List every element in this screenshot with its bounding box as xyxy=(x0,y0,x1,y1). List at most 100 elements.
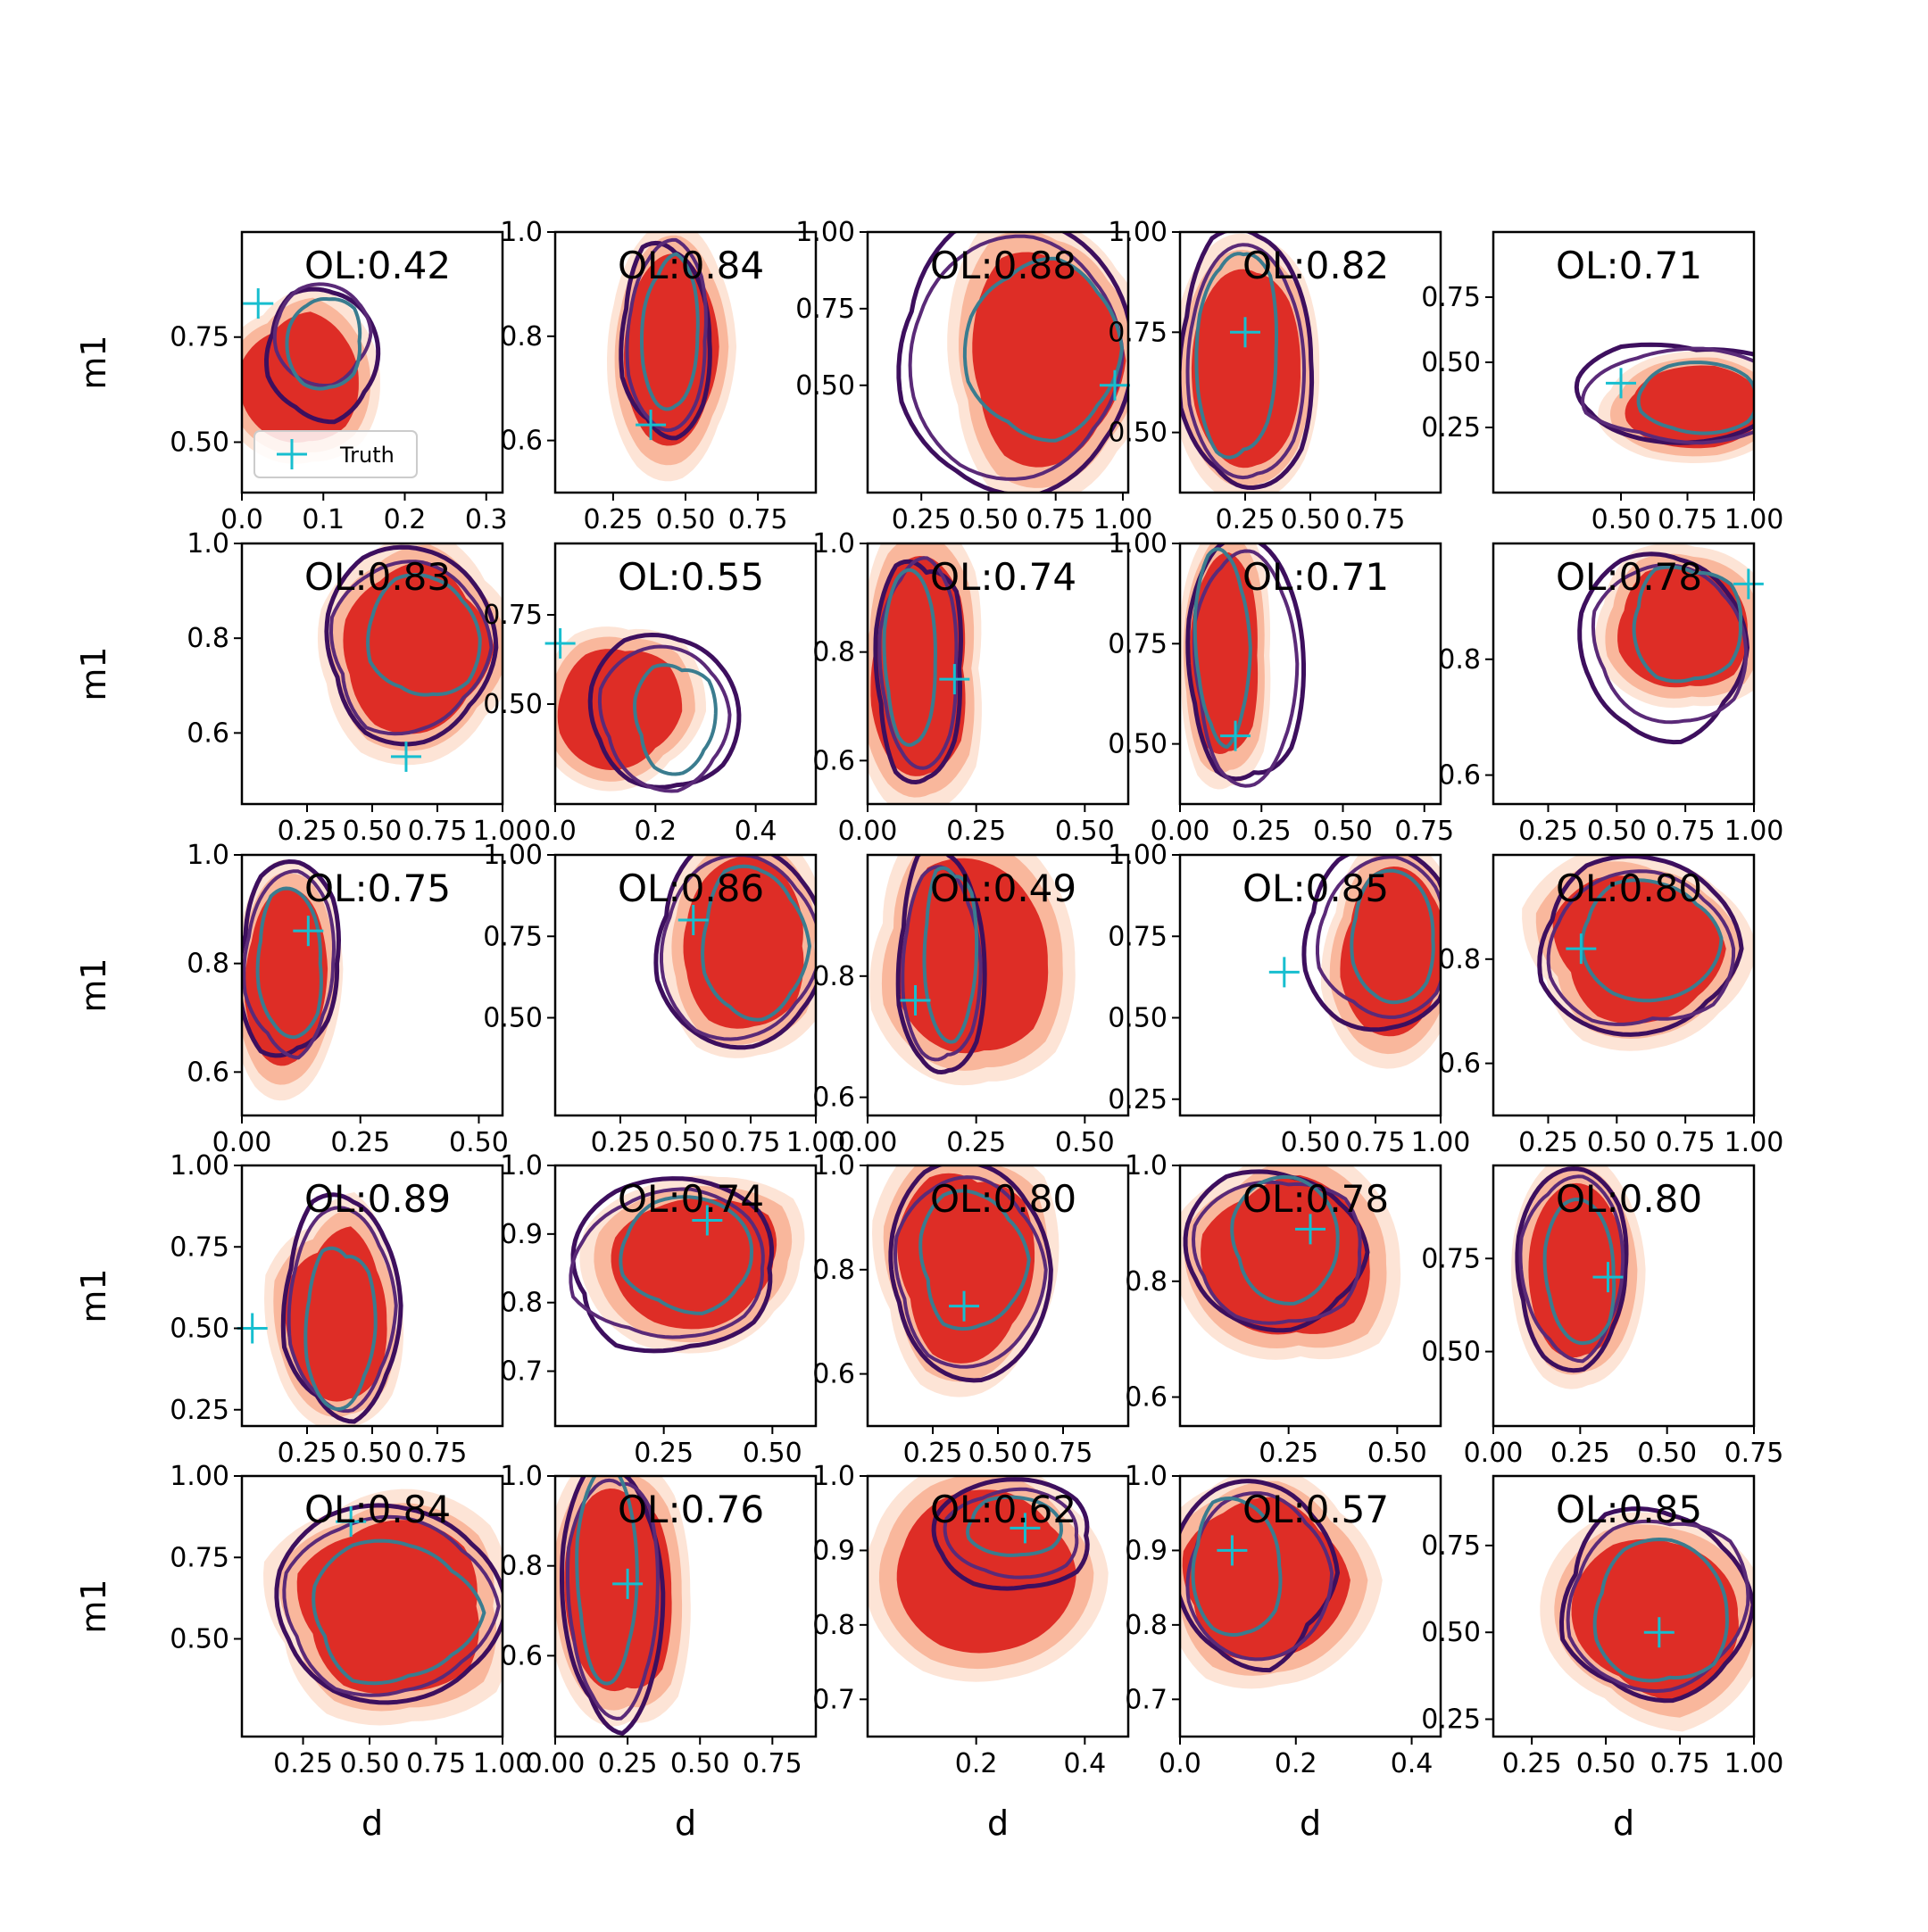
x-tick-label: 0.50 xyxy=(1637,1438,1697,1469)
y-tick-label: 0.8 xyxy=(1438,944,1481,975)
axes-frame xyxy=(866,853,1130,1117)
y-tick-label: 0.50 xyxy=(1421,1337,1481,1368)
contour-mid xyxy=(272,282,373,387)
x-tick-label: 1.00 xyxy=(1724,816,1784,847)
density-fill-inner xyxy=(1571,1538,1739,1701)
panel-plot-area xyxy=(555,1476,691,1736)
panel-r4-c4: 0.25 0.50 0.75 1.00 0.25 0.50 0.75 OL:0.85 d xyxy=(1421,1474,1783,1843)
overlap-label: OL:0.74 xyxy=(930,555,1076,599)
axes-frame xyxy=(1492,853,1756,1117)
overlap-label: OL:0.74 xyxy=(618,1177,764,1221)
y-tick-label: 0.25 xyxy=(1421,1704,1481,1736)
contour-outer xyxy=(324,544,499,747)
contour-outer xyxy=(1577,551,1749,745)
contour-mid xyxy=(287,1206,398,1414)
overlap-label: OL:0.71 xyxy=(1242,555,1389,599)
x-tick-label: 0.00 xyxy=(526,1748,586,1779)
x-tick-label: 0.50 xyxy=(656,504,716,535)
y-axis-label: m1 xyxy=(74,958,113,1012)
y-tick-label: 0.75 xyxy=(1108,628,1168,659)
y-axis-label: m1 xyxy=(74,646,113,701)
x-tick-label: 0.25 xyxy=(1518,816,1578,847)
panel-r4-c3: 0.0 0.2 0.4 0.7 0.8 0.9 1.0 OL:0.57 d xyxy=(1125,1461,1442,1843)
contour-inner xyxy=(701,864,811,1022)
contour-mid xyxy=(625,237,708,433)
contour-mid xyxy=(877,556,959,770)
axes-frame xyxy=(1178,1474,1442,1738)
contour-inner xyxy=(366,573,482,697)
x-tick-label: 0.50 xyxy=(1055,816,1115,847)
axes-frame xyxy=(1178,1164,1442,1428)
contour-inner xyxy=(312,1538,486,1686)
panel-plot-area xyxy=(1301,855,1441,1069)
x-tick-label: 0.2 xyxy=(384,504,427,535)
x-tick-label: 0.25 xyxy=(1550,1438,1610,1469)
overlap-label: OL:0.55 xyxy=(618,555,764,599)
axes-frame xyxy=(1178,542,1442,806)
y-tick-label: 0.6 xyxy=(812,1359,855,1390)
x-tick-label: 0.1 xyxy=(302,504,345,535)
x-tick-label: 0.50 xyxy=(1576,1748,1636,1779)
panel-plot-area xyxy=(1540,1506,1754,1732)
x-tick-label: 0.50 xyxy=(670,1748,730,1779)
contour-mid xyxy=(1566,1519,1750,1694)
x-tick-label: 0.4 xyxy=(735,816,777,847)
overlap-label: OL:0.84 xyxy=(304,1488,451,1531)
panel-plot-area xyxy=(1180,1165,1401,1360)
contour-inner xyxy=(1592,1538,1729,1683)
panel-plot-area xyxy=(872,1165,1060,1397)
panel-r0-c0: 0.0 0.1 0.2 0.3 0.50 0.75 OL:0.42 m1 Truth xyxy=(74,230,508,535)
density-fill-inner xyxy=(1552,875,1726,1024)
panel-plot-area xyxy=(264,1192,404,1426)
truth-marker xyxy=(636,410,667,441)
y-tick-label: 0.7 xyxy=(812,1684,855,1715)
x-tick-label: 0.25 xyxy=(591,1127,651,1158)
contour-inner xyxy=(922,866,979,1044)
truth-marker xyxy=(293,916,324,947)
overlap-label: OL:0.49 xyxy=(930,866,1076,910)
y-tick-label: 1.00 xyxy=(483,840,543,871)
contour-mid xyxy=(908,234,1125,481)
axes-frame xyxy=(866,1474,1130,1738)
legend-box xyxy=(253,430,418,478)
legend: Truth xyxy=(253,430,418,478)
contour-outer xyxy=(1574,342,1754,445)
x-tick-label: 0.25 xyxy=(1502,1748,1562,1779)
contour-inner xyxy=(1230,1174,1340,1306)
panel-r1-c2: 0.00 0.25 0.50 0.6 0.8 1.0 OL:0.74 xyxy=(812,528,1130,847)
panel-r1-c0: 0.25 0.50 0.75 1.00 0.6 0.8 1.0 OL:0.83 m1 xyxy=(74,528,532,847)
axes-frame xyxy=(240,1474,504,1738)
y-tick-label: 0.50 xyxy=(1108,1003,1168,1034)
panel-plot-area xyxy=(607,232,737,482)
contour-inner xyxy=(962,256,1124,443)
x-tick-label: 0.75 xyxy=(408,816,468,847)
x-tick-label: 0.00 xyxy=(1464,1438,1524,1469)
truth-marker xyxy=(900,984,931,1016)
x-tick-label: 0.50 xyxy=(1591,504,1651,535)
contour-mid xyxy=(901,865,983,1062)
truth-marker xyxy=(1566,933,1597,965)
x-axis-label: d xyxy=(987,1803,1009,1843)
x-tick-label: 0.25 xyxy=(278,1438,337,1469)
y-tick-label: 0.50 xyxy=(1108,418,1168,449)
panel-r1-c4: 0.25 0.50 0.75 1.00 0.6 0.8 OL:0.78 xyxy=(1438,542,1784,847)
overlap-label: OL:0.76 xyxy=(618,1488,764,1531)
y-tick-label: 0.50 xyxy=(1108,729,1168,760)
contour-inner xyxy=(619,1195,754,1315)
panel-plot-area xyxy=(1574,342,1754,463)
overlap-label: OL:0.80 xyxy=(1556,866,1702,910)
x-tick-label: 0.50 xyxy=(1313,816,1373,847)
truth-marker xyxy=(677,905,709,935)
x-tick-label: 0.50 xyxy=(743,1438,802,1469)
contour-mid xyxy=(1185,243,1307,480)
y-tick-label: 0.75 xyxy=(170,1231,229,1263)
x-tick-label: 0.25 xyxy=(1259,1438,1318,1469)
x-axis-label: d xyxy=(675,1803,696,1843)
y-tick-label: 1.0 xyxy=(187,528,229,560)
y-tick-label: 0.75 xyxy=(1108,921,1168,952)
y-tick-label: 0.50 xyxy=(483,1003,543,1034)
overlap-label: OL:0.83 xyxy=(304,555,451,599)
contour-outer xyxy=(895,855,987,1074)
x-tick-label: 0.25 xyxy=(598,1748,658,1779)
